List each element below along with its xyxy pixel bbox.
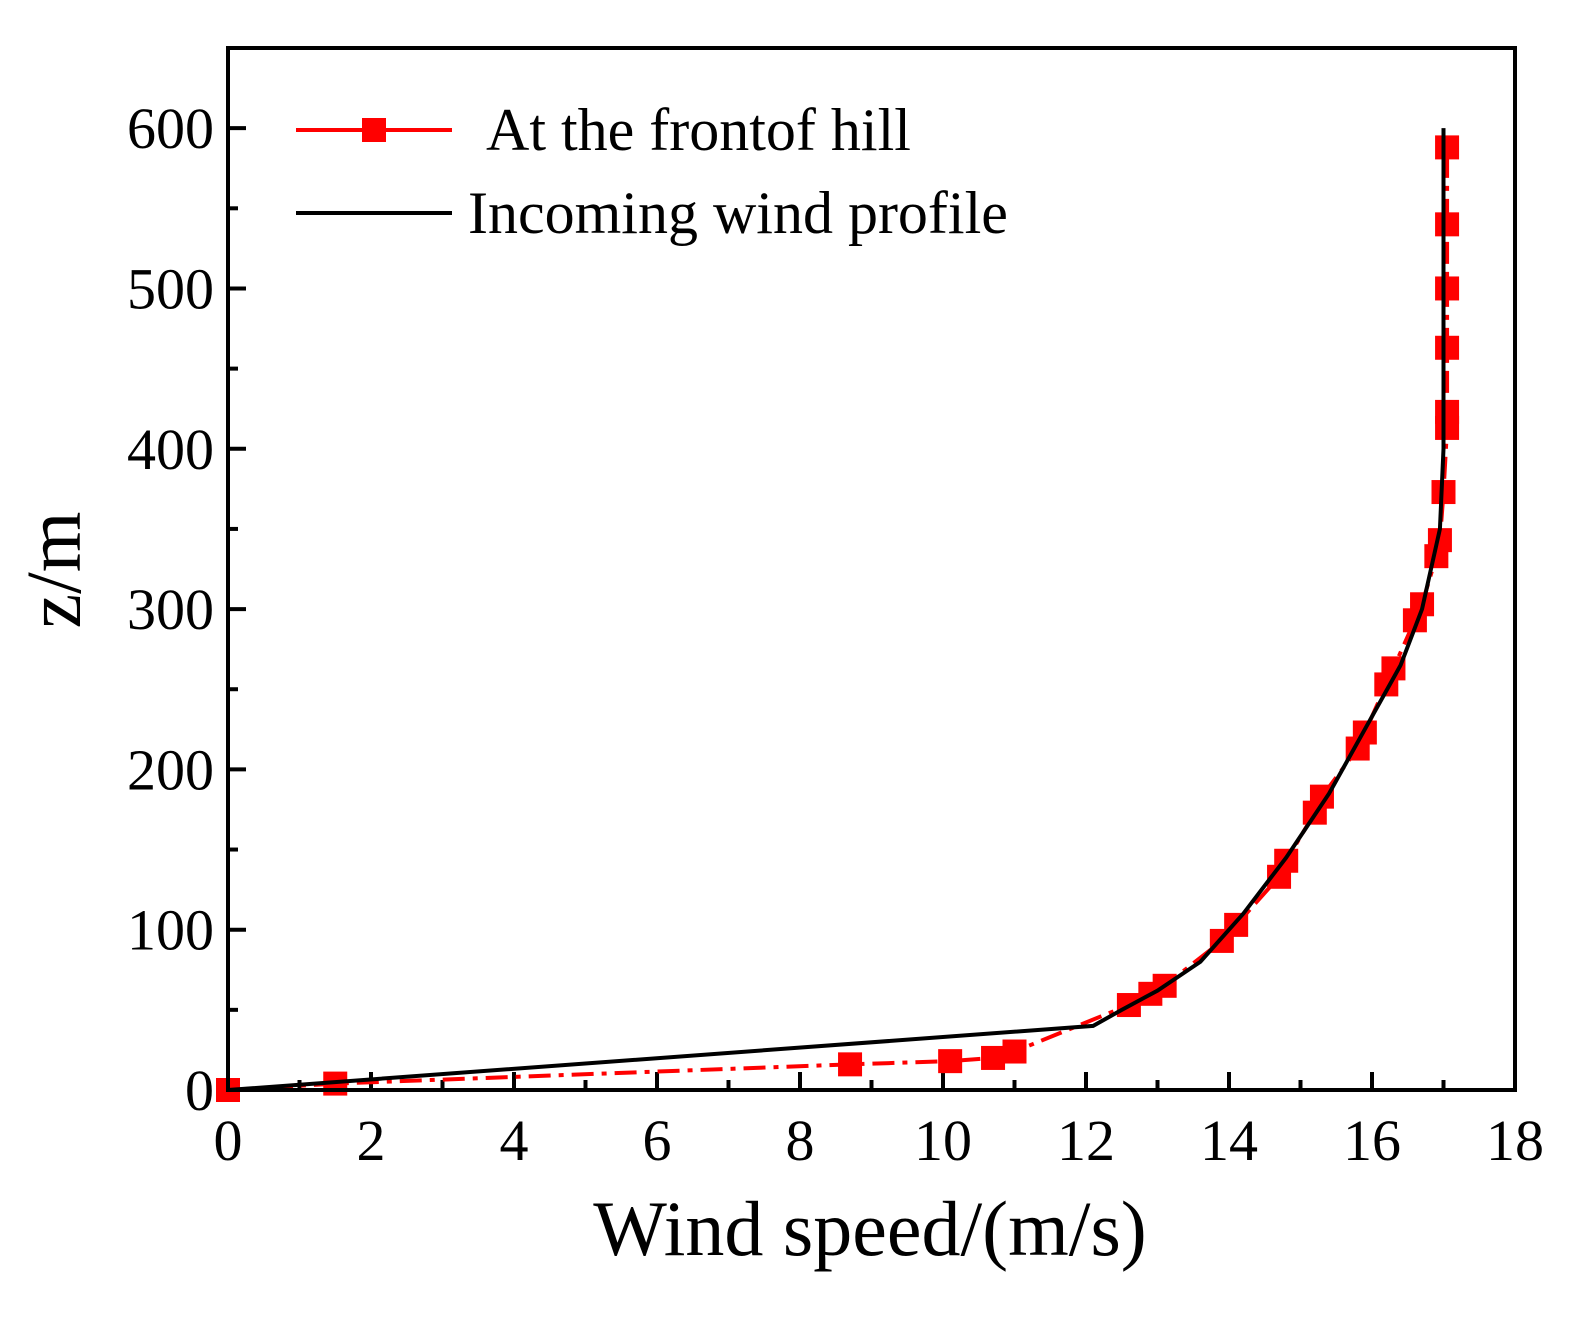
- x-tick-label: 8: [786, 1108, 815, 1173]
- series-front-marker: [838, 1052, 863, 1077]
- plot-frame: [226, 46, 1517, 1092]
- series-incoming-line: [227, 128, 1446, 1092]
- x-tick-label: 18: [1486, 1108, 1544, 1173]
- legend-label-incoming: Incoming wind profile: [468, 180, 1008, 246]
- x-tick-label: 12: [1057, 1108, 1115, 1173]
- y-tick-label: 600: [127, 96, 214, 161]
- x-tick-label: 16: [1343, 1108, 1401, 1173]
- x-tick-label: 4: [500, 1108, 529, 1173]
- y-tick-label: 100: [127, 898, 214, 963]
- x-tick-label: 10: [914, 1108, 972, 1173]
- axis-ticks: [226, 126, 1517, 1092]
- y-tick-label: 0: [185, 1058, 214, 1123]
- x-tick-label: 2: [357, 1108, 386, 1173]
- series-front-line: [227, 147, 1450, 1092]
- series-front-marker: [1435, 335, 1460, 360]
- y-tick-label: 300: [127, 577, 214, 642]
- tick-labels: 0 2 4 6 8 10 12 14 16 18 0 100 200 300 400 500 600: [127, 96, 1544, 1173]
- y-axis-label: z/m: [10, 512, 97, 629]
- y-tick-label: 200: [127, 737, 214, 802]
- series-layer: [216, 128, 1460, 1102]
- x-axis-label: Wind speed/(m/s): [593, 1185, 1147, 1272]
- series-front-marker: [1435, 276, 1460, 301]
- series-front-marker: [1435, 399, 1460, 424]
- legend-label-front: At the frontof hill: [486, 97, 911, 163]
- x-tick-label: 14: [1200, 1108, 1258, 1173]
- y-tick-label: 400: [127, 417, 214, 482]
- legend-swatch-front-marker: [362, 118, 386, 142]
- y-tick-label: 500: [127, 256, 214, 321]
- x-tick-label: 0: [214, 1108, 243, 1173]
- series-front-marker: [938, 1049, 963, 1074]
- legend: At the frontof hill Incoming wind profil…: [296, 97, 1008, 246]
- series-front-marker: [1002, 1039, 1027, 1064]
- x-tick-label: 6: [643, 1108, 672, 1173]
- series-front-marker: [981, 1045, 1006, 1070]
- series-front-marker: [1435, 212, 1460, 237]
- series-front-marker: [1435, 135, 1460, 160]
